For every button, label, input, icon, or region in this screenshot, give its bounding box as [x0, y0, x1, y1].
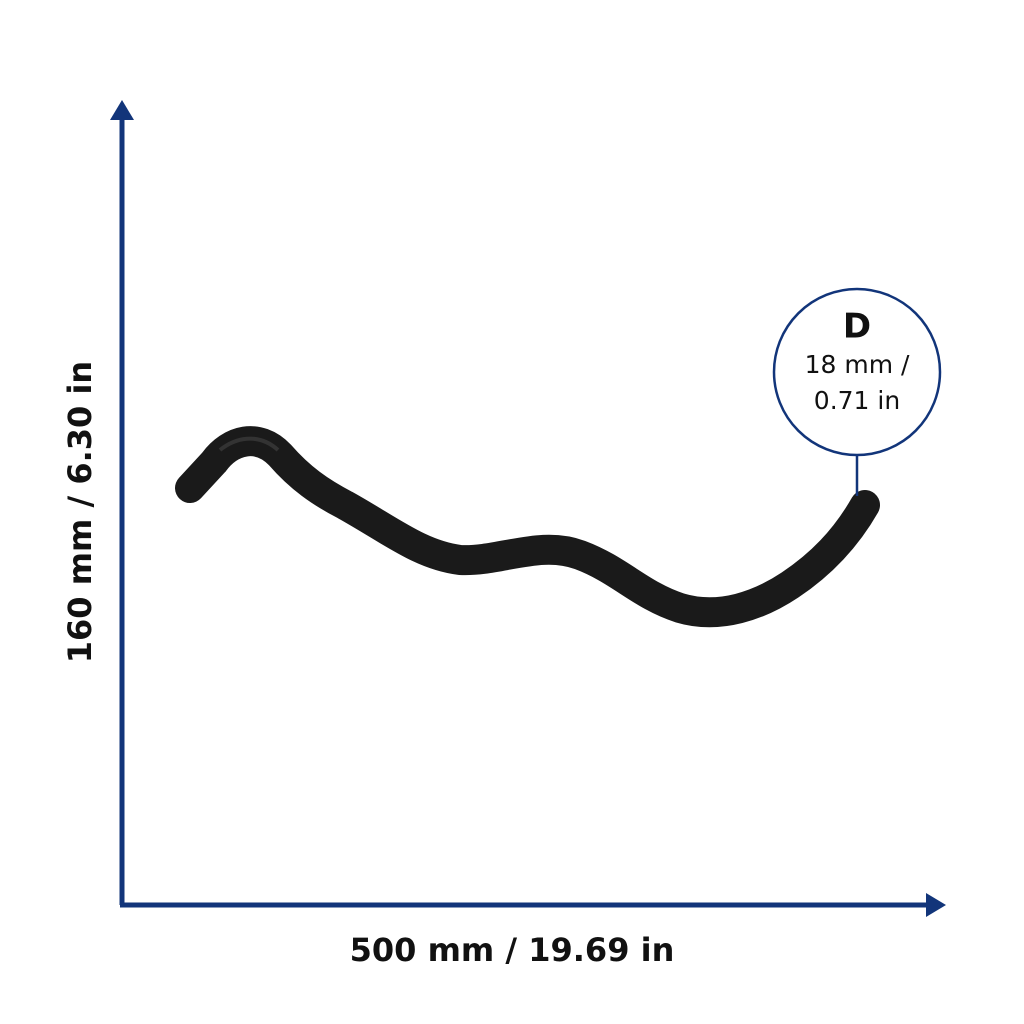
width-label: 500 mm / 19.69 in [350, 931, 675, 969]
axes [110, 100, 946, 917]
hose-highlight [218, 436, 280, 452]
callout-circle [772, 287, 942, 457]
diameter-callout: D 18 mm / 0.71 in [772, 287, 942, 496]
hose [175, 426, 880, 628]
diameter-value: 18 mm / [805, 350, 910, 379]
arrow-right [926, 893, 946, 917]
diameter-value: 0.71 in [814, 386, 900, 415]
arrow-up [110, 100, 134, 120]
hose-body [175, 426, 880, 628]
diameter-symbol: D [843, 307, 871, 347]
height-label: 160 mm / 6.30 in [61, 361, 99, 663]
